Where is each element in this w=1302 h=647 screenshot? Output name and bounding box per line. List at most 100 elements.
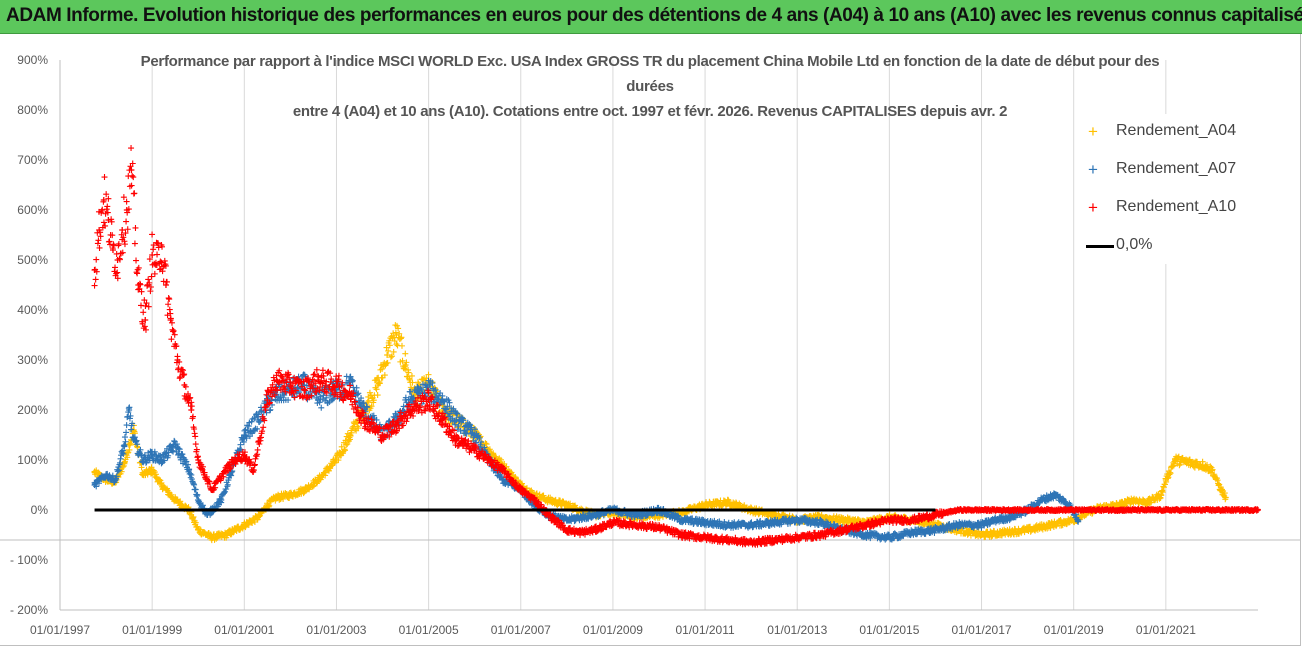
point [406, 375, 413, 382]
point [108, 218, 115, 225]
point [185, 461, 192, 468]
point [471, 426, 478, 433]
point [260, 424, 267, 431]
point [1144, 499, 1151, 506]
point [771, 512, 778, 518]
point [386, 417, 393, 424]
point [254, 425, 261, 432]
point [1172, 457, 1179, 463]
point [1006, 514, 1013, 521]
point [407, 397, 414, 403]
point [964, 531, 971, 538]
point [150, 246, 157, 253]
point [354, 391, 361, 398]
point [1047, 522, 1054, 528]
point [109, 232, 116, 239]
point [387, 354, 394, 361]
point [140, 309, 147, 316]
point [385, 347, 392, 354]
point [176, 375, 183, 382]
point [133, 257, 140, 264]
point [405, 366, 412, 373]
point [512, 474, 519, 481]
point [381, 372, 388, 379]
point [384, 359, 391, 366]
point [122, 230, 129, 237]
point [457, 427, 464, 434]
point [239, 435, 246, 442]
point [453, 417, 460, 423]
point [128, 182, 135, 189]
point [418, 386, 425, 393]
point [360, 400, 367, 407]
point [175, 445, 182, 452]
point [349, 377, 356, 384]
point [343, 433, 350, 440]
point [468, 424, 475, 431]
point [104, 209, 111, 216]
point [988, 533, 995, 540]
point [156, 476, 163, 483]
point [218, 497, 225, 503]
point [168, 447, 175, 454]
point [407, 388, 414, 395]
point [115, 240, 122, 247]
point [386, 337, 393, 344]
point [384, 352, 391, 358]
point [176, 446, 183, 453]
point [139, 457, 146, 463]
point [342, 447, 349, 454]
point [725, 499, 732, 506]
point [376, 378, 383, 385]
point [321, 469, 328, 476]
point [1050, 495, 1057, 502]
point [343, 441, 350, 448]
point [909, 529, 916, 536]
point [95, 480, 102, 487]
point [116, 459, 123, 466]
point [1001, 529, 1008, 536]
point [301, 487, 308, 493]
point [102, 222, 109, 229]
point [230, 528, 237, 535]
point [358, 395, 365, 402]
point [482, 440, 489, 447]
point [273, 494, 280, 501]
point [309, 483, 316, 490]
point [134, 441, 141, 448]
point [1155, 491, 1162, 498]
point [166, 306, 173, 313]
point [817, 519, 824, 526]
point [91, 482, 98, 488]
point [122, 438, 129, 445]
point [255, 417, 262, 423]
point [126, 415, 133, 422]
point [435, 396, 442, 403]
point [244, 427, 251, 434]
point [455, 423, 462, 429]
point [129, 420, 136, 427]
point [137, 446, 144, 453]
point [794, 517, 801, 523]
point [477, 441, 484, 448]
point [432, 386, 439, 393]
point [126, 407, 133, 413]
point [224, 481, 231, 488]
point [454, 410, 461, 417]
point [166, 296, 173, 303]
point [762, 521, 769, 528]
point [393, 332, 400, 338]
point [296, 389, 303, 396]
point [986, 521, 993, 528]
point [128, 426, 135, 433]
chart-frame [0, 34, 1301, 646]
point [483, 441, 490, 448]
point [149, 452, 156, 458]
point [95, 237, 102, 244]
point [186, 467, 193, 473]
point [123, 198, 130, 205]
point [540, 492, 547, 499]
point [886, 534, 893, 541]
point [191, 481, 198, 488]
point [563, 517, 570, 523]
